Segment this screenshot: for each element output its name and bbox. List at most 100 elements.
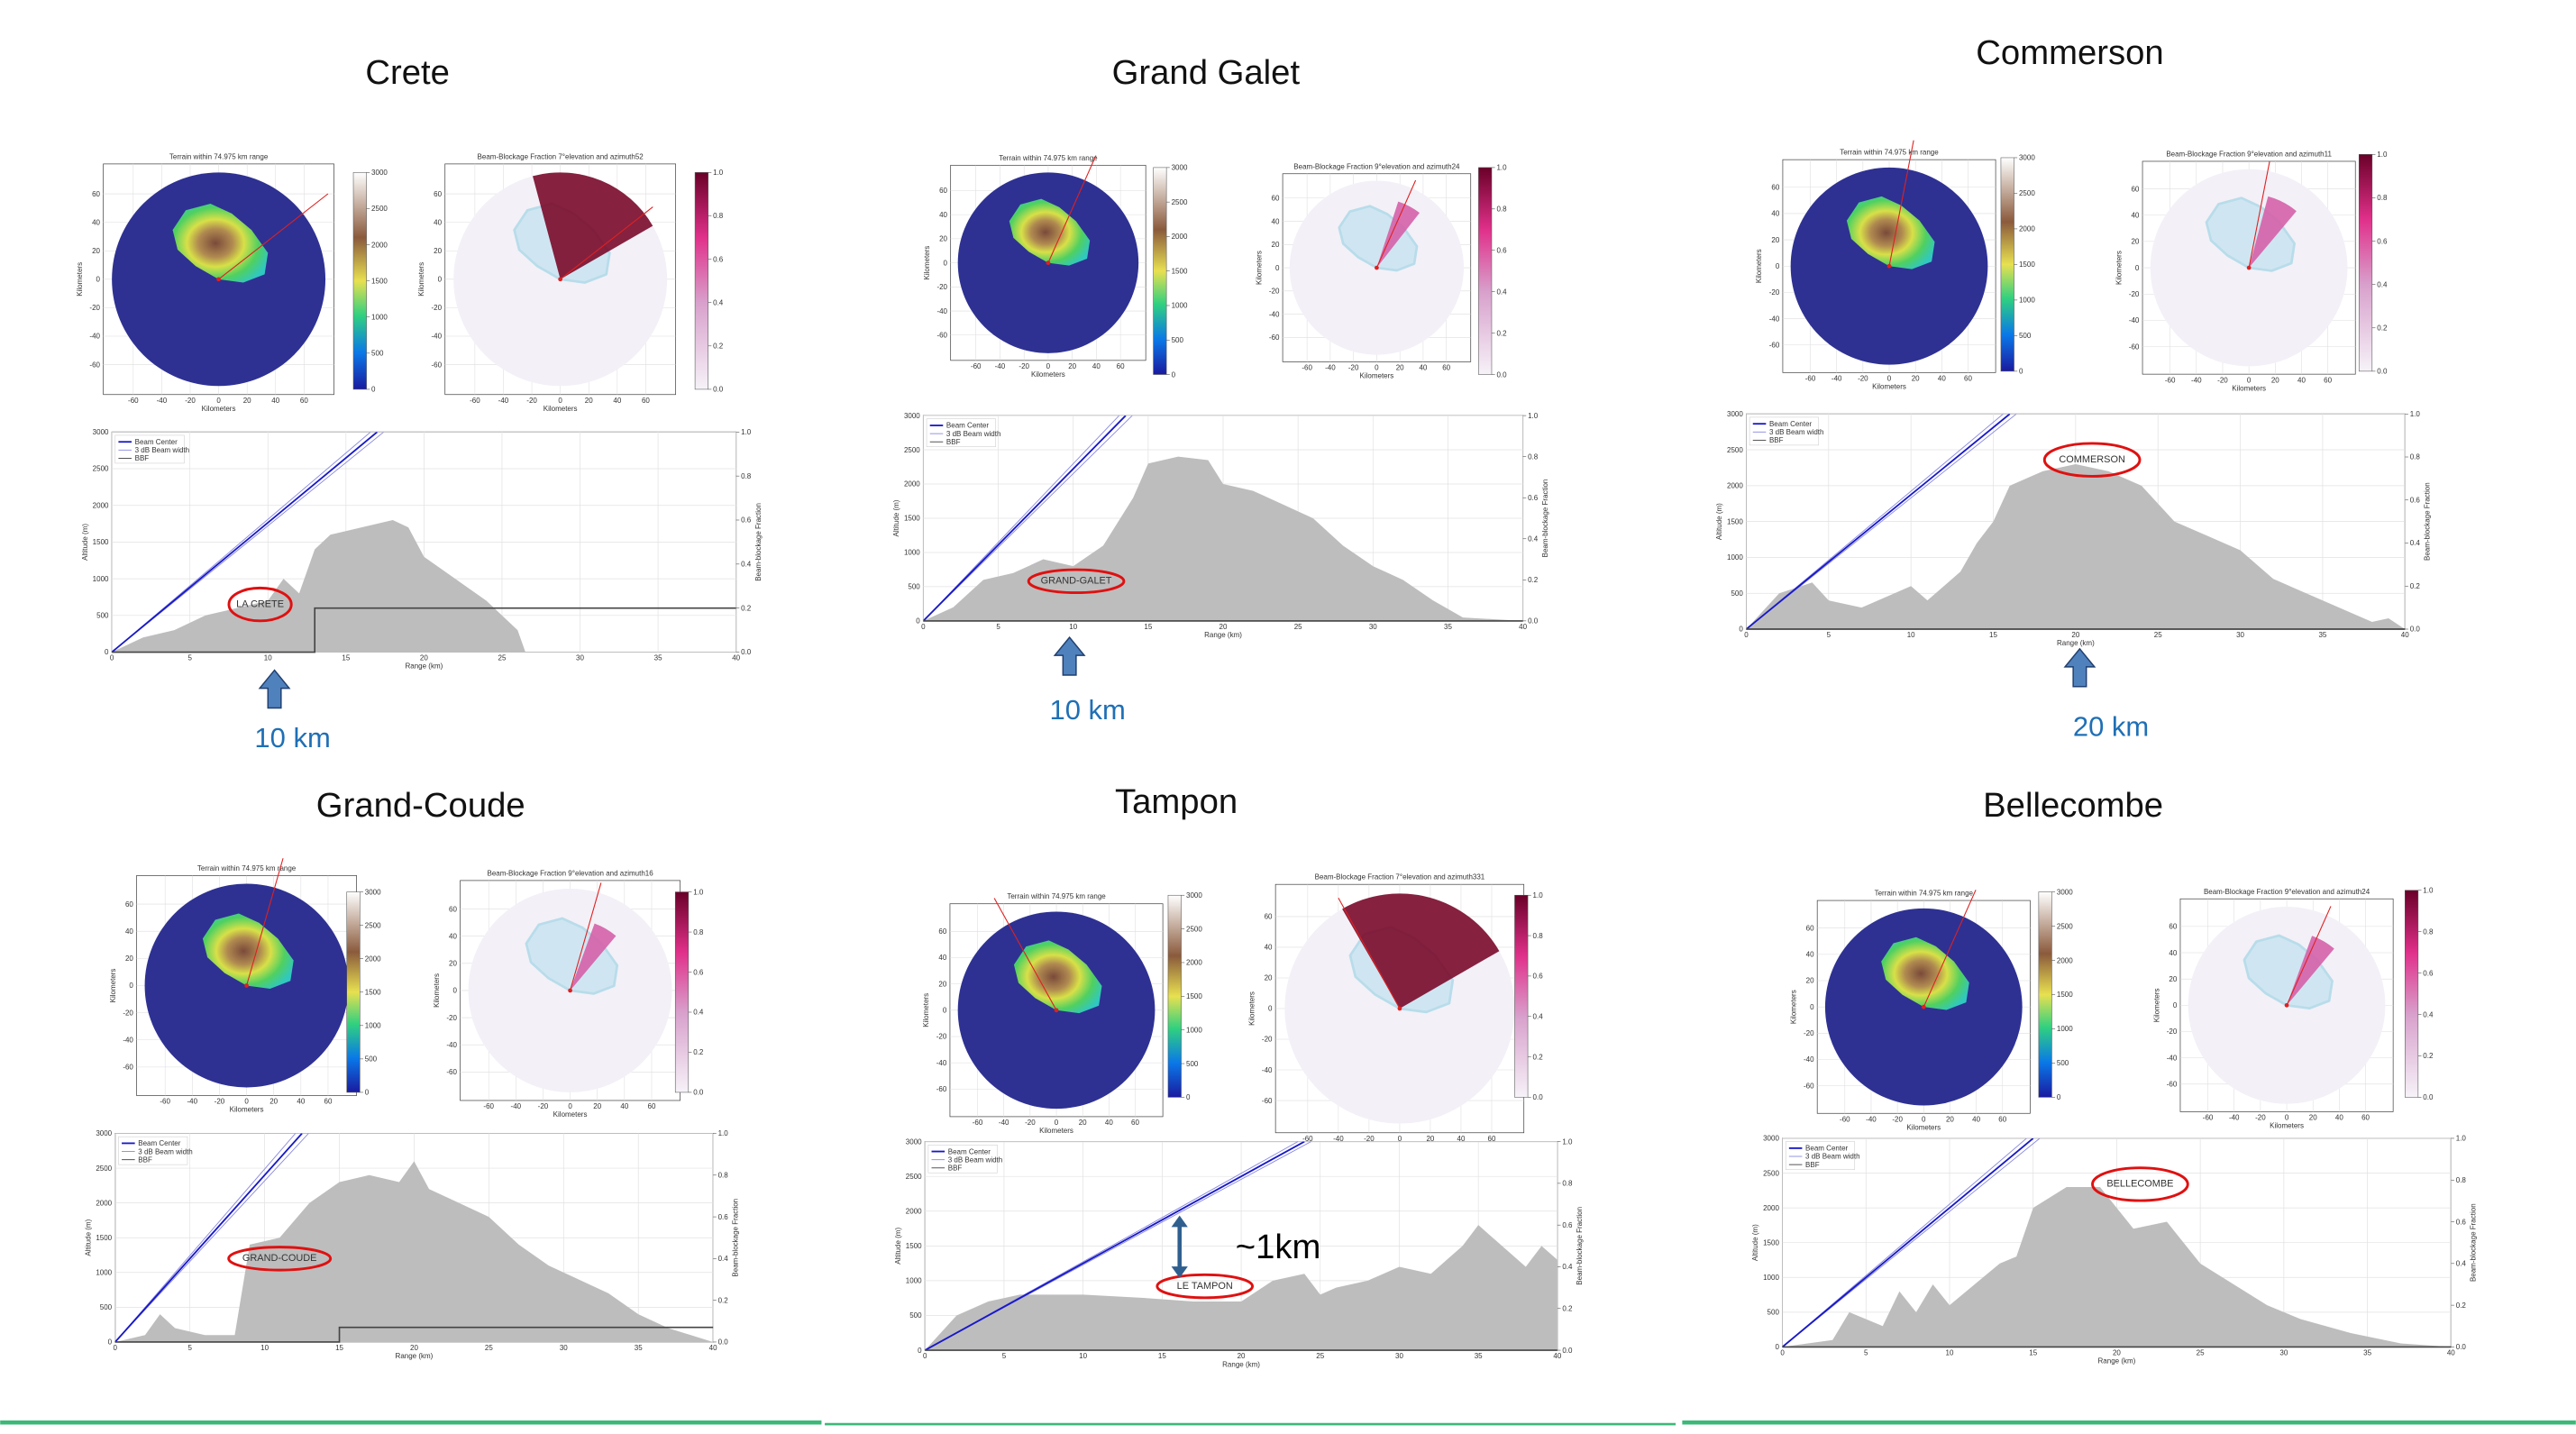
- map-x-tick-label: 60: [1442, 363, 1450, 371]
- map-x-tick-label: 20: [2271, 376, 2279, 384]
- x-tick-label: 35: [2318, 631, 2326, 639]
- azimuth-line: [218, 193, 329, 280]
- colorbar: [2038, 891, 2052, 1098]
- map-y-tick-label: 60: [939, 187, 947, 195]
- colorbar-tick-label: 1000: [2057, 1025, 2073, 1033]
- azimuth-line: [560, 206, 653, 280]
- x-tick-label: 10: [264, 654, 272, 662]
- map-y-tick-label: -40: [432, 333, 443, 341]
- x-tick-label: 40: [2447, 1349, 2455, 1357]
- colorbar-tick-label: 3000: [2057, 888, 2073, 896]
- colorbar-tick-label: 1500: [2019, 260, 2035, 269]
- colorbar-tick-label: 0: [2057, 1093, 2061, 1101]
- x-tick-label: 25: [2197, 1349, 2205, 1357]
- y2-tick-label: 0.8: [2456, 1176, 2467, 1184]
- legend-label: 3 dB Beam width: [138, 1147, 192, 1155]
- y2-tick-label: 0.6: [741, 516, 752, 525]
- y2-tick-label: 0.0: [1562, 1347, 1573, 1355]
- map-y-tick-label: -40: [123, 1036, 133, 1044]
- y-tick-label: 1500: [1763, 1238, 1779, 1247]
- y2-tick-label: 1.0: [1562, 1137, 1573, 1146]
- map-x-tick-label: 20: [585, 397, 593, 405]
- x-tick-label: 20: [1238, 1352, 1246, 1360]
- map-y-tick-label: -40: [446, 1041, 457, 1049]
- map-y-tick-label: 20: [938, 980, 946, 988]
- map-x-tick-label: -40: [1866, 1115, 1877, 1123]
- y-tick-label: 500: [1731, 589, 1743, 598]
- colorbar-tick-label: 0: [1172, 370, 1176, 379]
- map-y-tick-label: 60: [2131, 185, 2139, 193]
- map-y-label: Kilometers: [1790, 990, 1798, 1024]
- map-x-tick-label: -60: [971, 362, 982, 370]
- colorbar-tick-label: 2500: [2019, 189, 2035, 197]
- legend-label: Beam Center: [1805, 1145, 1848, 1153]
- map-y-tick-label: -40: [1804, 1055, 1814, 1064]
- y-tick-label: 3000: [904, 412, 920, 420]
- y2-tick-label: 0.8: [2410, 453, 2421, 461]
- map-title: Terrain within 74.975 km range: [169, 152, 269, 160]
- radar-site: [1046, 260, 1051, 265]
- map-y-tick-label: 40: [1272, 217, 1280, 225]
- colorbar-tick-label: 0.6: [2423, 969, 2434, 977]
- beam-center: [923, 416, 1127, 621]
- map-y-tick-label: 40: [2169, 949, 2177, 957]
- map-y-tick-label: 40: [449, 932, 457, 940]
- map-y-tick-label: -20: [936, 283, 947, 291]
- azimuth-line: [1047, 155, 1097, 263]
- x-tick-label: 15: [335, 1344, 343, 1352]
- map-y-tick-label: -20: [1804, 1029, 1814, 1037]
- y2-tick-label: 1.0: [718, 1129, 729, 1137]
- colorbar-tick-label: 0.0: [1533, 1093, 1544, 1101]
- colorbar-tick-label: 2000: [371, 241, 388, 249]
- map-x-tick-label: 0: [244, 1098, 249, 1106]
- colorbar-tick-label: 0.4: [2423, 1010, 2434, 1018]
- highlight-ellipse: [2091, 1166, 2189, 1202]
- map-y-tick-label: -40: [936, 307, 947, 315]
- map-y-tick-label: 40: [1265, 944, 1273, 952]
- y2-tick-label: 0.4: [1528, 534, 1539, 543]
- y-axis-label: Altitude (m): [1715, 503, 1723, 540]
- colorbar-tick-label: 0.0: [2377, 368, 2388, 376]
- y2-tick-label: 0.2: [718, 1296, 729, 1304]
- up-arrow: [2063, 647, 2096, 688]
- colorbar: [2000, 157, 2014, 372]
- y-tick-label: 1500: [96, 1234, 112, 1242]
- map-y-tick-label: 20: [1806, 977, 1814, 985]
- y2-axis-label: Beam-blockage Fraction: [754, 503, 763, 581]
- map-y-tick-label: -60: [1269, 333, 1280, 342]
- colorbar-tick-label: 0: [2019, 368, 2023, 376]
- terrain-profile: [112, 519, 525, 653]
- y2-tick-label: 0.8: [741, 472, 752, 480]
- map-y-tick-label: 0: [944, 259, 948, 267]
- y-axis-label: Altitude (m): [1751, 1224, 1759, 1261]
- map-x-label: Kilometers: [202, 405, 236, 413]
- radar-site: [1375, 265, 1379, 270]
- colorbar-tick-label: 0.8: [1533, 932, 1544, 940]
- legend-label: 3 dB Beam width: [135, 446, 189, 454]
- y-tick-label: 2500: [93, 465, 109, 473]
- x-tick-label: 0: [110, 654, 114, 662]
- map-y-tick-label: 40: [92, 218, 100, 226]
- azimuth-line: [2286, 906, 2332, 1006]
- map-x-label: Kilometers: [1360, 372, 1394, 380]
- island: [1338, 205, 1419, 272]
- map-y-tick-label: -60: [1262, 1097, 1273, 1105]
- y-tick-label: 3000: [96, 1129, 112, 1137]
- y-tick-label: 1500: [904, 515, 920, 523]
- y-tick-label: 500: [100, 1303, 113, 1311]
- y2-tick-label: 0.4: [2456, 1260, 2467, 1268]
- legend-label: 3 dB Beam width: [1805, 1153, 1859, 1161]
- y2-tick-label: 0.4: [2410, 539, 2421, 547]
- map-x-tick-label: -40: [511, 1102, 522, 1110]
- map-y-label: Kilometers: [1255, 251, 1263, 285]
- panel-title: Tampon: [1115, 782, 1238, 821]
- map-x-tick-label: 20: [1946, 1115, 1954, 1123]
- map-x-tick-label: -20: [538, 1102, 549, 1110]
- map-y-tick-label: -40: [1769, 315, 1780, 323]
- x-tick-label: 15: [1144, 623, 1152, 631]
- map-x-tick-label: -20: [1364, 1135, 1375, 1143]
- azimuth-line: [246, 858, 284, 986]
- double-arrow-head: [1171, 1266, 1188, 1278]
- y-tick-label: 500: [909, 1311, 922, 1320]
- colorbar: [346, 891, 361, 1093]
